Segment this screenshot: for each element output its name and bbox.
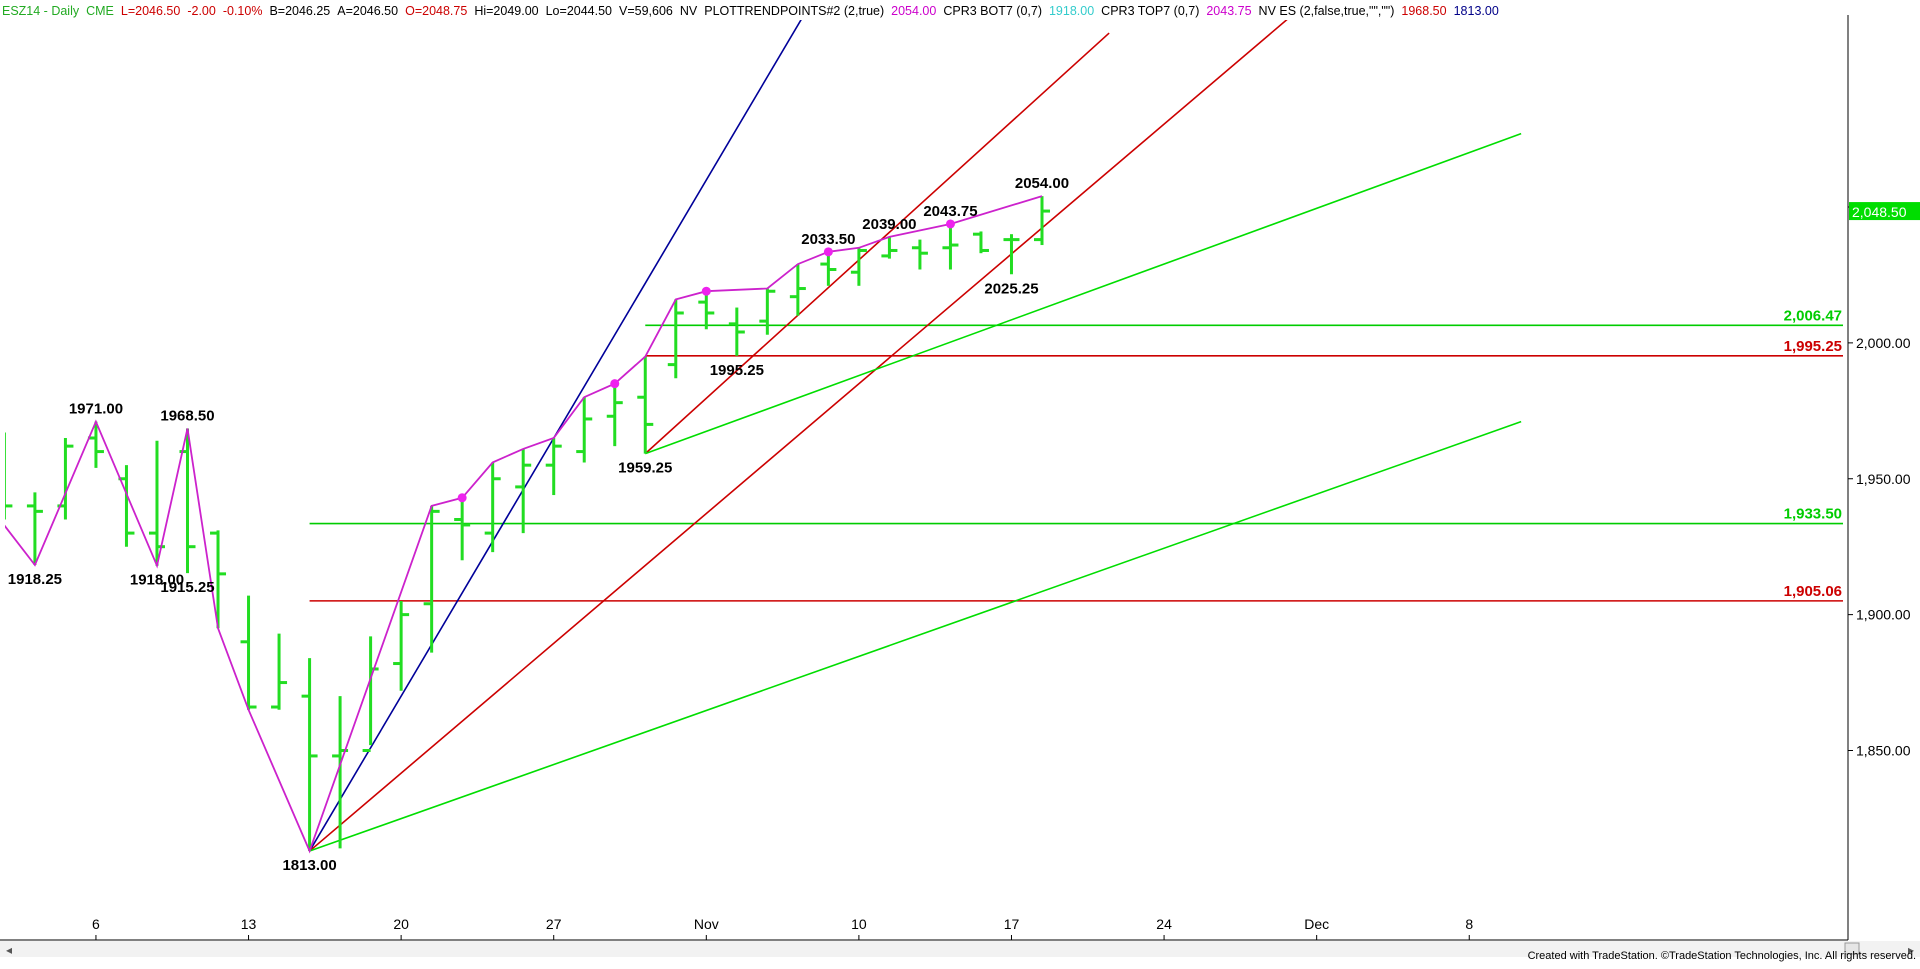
y-tick-label: 1,850.00: [1856, 743, 1911, 759]
price-annotation: 2025.25: [984, 280, 1038, 297]
x-tick-label: 20: [393, 916, 409, 932]
x-tick-label: Dec: [1304, 916, 1329, 932]
x-tick-label: 6: [92, 916, 100, 932]
header-item: ESZ14 - Daily: [2, 4, 80, 18]
trend-line: [644, 32, 1110, 455]
x-tick-label: 27: [546, 916, 562, 932]
level-label: 1,905.06: [1784, 583, 1842, 600]
level-label: 2,006.47: [1784, 307, 1842, 324]
x-tick-label: 13: [241, 916, 257, 932]
swing-marker: [823, 247, 833, 257]
header-item: L=2046.50: [120, 4, 181, 18]
last-price-box: [1849, 202, 1920, 221]
header-item: CME: [86, 4, 114, 18]
header-item: O=2048.75: [405, 4, 468, 18]
price-annotation: 2039.00: [862, 216, 916, 233]
header-item: 1813.00: [1453, 4, 1499, 18]
y-tick-label: 1,950.00: [1856, 471, 1911, 487]
y-tick-label: 2,000.00: [1856, 335, 1911, 351]
plot-area: [5, 20, 1843, 854]
chart-header: ESZ14 - Daily CME L=2046.50 -2.00 -0.10% B=20…: [2, 2, 1506, 20]
header-item: Lo=2044.50: [545, 4, 612, 18]
swing-marker: [945, 219, 955, 229]
price-annotation: 1813.00: [282, 857, 336, 874]
level-label: 1,995.25: [1784, 338, 1842, 355]
header-item: 1918.00: [1048, 4, 1095, 18]
scrollbar-track: [0, 941, 1920, 957]
y-tick-label: 1,900.00: [1856, 607, 1911, 623]
swing-marker: [610, 379, 620, 389]
price-annotation: 1968.50: [160, 407, 214, 424]
trend-line: [308, 20, 802, 852]
scrollbar-thumb: [1844, 942, 1860, 955]
header-item: B=2046.25: [269, 4, 331, 18]
price-annotation: 1918.00: [130, 572, 184, 589]
header-item: -0.10%: [222, 4, 263, 18]
header-item: A=2046.50: [337, 4, 399, 18]
header-item: Hi=2049.00: [474, 4, 539, 18]
header-item: PLOTTRENDPOINTS#2 (2,true): [704, 4, 885, 18]
header-item: 2043.75: [1206, 4, 1252, 18]
header-item: V=59,606: [619, 4, 673, 18]
price-annotation: 1918.25: [8, 571, 62, 588]
price-annotation: 1959.25: [618, 460, 672, 477]
x-tick-label: Nov: [694, 916, 719, 932]
x-tick-label: 17: [1004, 916, 1020, 932]
last-price-label: 2,048.50: [1852, 204, 1907, 220]
level-label: 1,933.50: [1784, 506, 1842, 523]
x-tick-label: 10: [851, 916, 867, 932]
header-item: NV ES (2,false,true,"",""): [1258, 4, 1395, 18]
price-annotation: 2033.50: [801, 231, 855, 248]
swing-marker: [457, 493, 467, 503]
scroll-left-arrow: ◂: [6, 943, 12, 957]
header-item: NV: [679, 4, 698, 18]
header-item: 2054.00: [891, 4, 937, 18]
x-tick-label: 8: [1465, 916, 1473, 932]
header-item: 1968.50: [1401, 4, 1447, 18]
trend-line: [644, 132, 1522, 455]
header-item: CPR3 BOT7 (0,7): [943, 4, 1042, 18]
trend-line: [309, 20, 1288, 852]
scroll-right-arrow: ▸: [1908, 943, 1914, 957]
price-annotation: 1995.25: [710, 362, 764, 379]
swing-marker: [701, 286, 711, 296]
footer-credit: Created with TradeStation. ©TradeStation…: [1527, 950, 1916, 962]
header-item: CPR3 TOP7 (0,7): [1101, 4, 1200, 18]
header-item: -2.00: [187, 4, 216, 18]
price-annotation: 2054.00: [1015, 175, 1069, 192]
price-annotation: 1915.25: [160, 579, 214, 596]
price-annotation: 2043.75: [923, 203, 977, 220]
x-tick-label: 24: [1156, 916, 1172, 932]
price-annotation: 1971.00: [69, 401, 123, 418]
trend-line: [309, 420, 1522, 852]
